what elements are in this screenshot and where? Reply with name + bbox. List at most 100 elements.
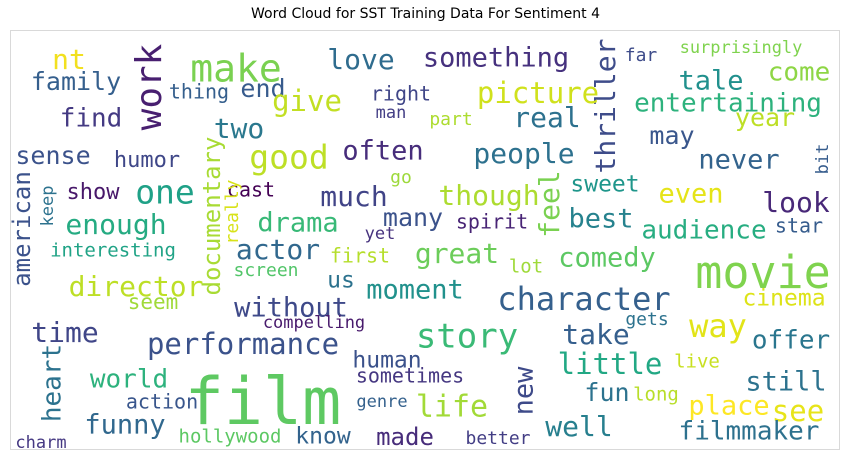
word-real: real xyxy=(513,101,580,134)
word-still: still xyxy=(745,367,826,398)
word-compelling: compelling xyxy=(263,313,365,333)
word-love: love xyxy=(327,43,394,76)
word-without: without xyxy=(234,293,348,324)
word-performance: performance xyxy=(147,327,339,361)
word-us: us xyxy=(327,268,355,294)
word-place: place xyxy=(688,391,769,422)
word-made: made xyxy=(376,423,434,449)
word-part: part xyxy=(429,109,472,130)
word-something: something xyxy=(423,43,569,74)
word-family: family xyxy=(31,67,121,96)
word-even: even xyxy=(658,179,723,210)
word-sweet: sweet xyxy=(570,172,639,198)
word-surprisingly: surprisingly xyxy=(680,38,803,58)
word-long: long xyxy=(633,384,679,406)
word-often: often xyxy=(342,136,423,167)
word-much: much xyxy=(320,180,387,213)
word-sometimes: sometimes xyxy=(356,364,464,388)
word-right: right xyxy=(371,82,431,106)
word-hollywood: hollywood xyxy=(179,426,282,448)
word-humor: humor xyxy=(114,148,180,173)
word-american: american xyxy=(11,171,36,287)
word-cast: cast xyxy=(227,178,275,202)
word-thriller: thriller xyxy=(589,39,622,174)
word-look: look xyxy=(762,186,830,219)
word-thing: thing xyxy=(169,80,229,104)
word-though: though xyxy=(438,179,539,212)
word-story: story xyxy=(416,317,518,357)
chart-title: Word Cloud for SST Training Data For Sen… xyxy=(251,6,600,22)
word-fun: fun xyxy=(584,378,629,407)
word-star: star xyxy=(775,214,823,238)
word-filmmaker: filmmaker xyxy=(679,417,820,447)
word-seem: seem xyxy=(128,290,179,314)
word-documentary: documentary xyxy=(198,137,226,296)
word-keep: keep xyxy=(38,186,58,227)
word-sense: sense xyxy=(15,141,90,170)
word-cloud: nt make love something thriller far surprising… xyxy=(8,38,833,453)
word-entertaining: entertaining xyxy=(634,89,822,119)
word-may: may xyxy=(649,121,694,150)
word-end: end xyxy=(240,74,285,103)
word-bit: bit xyxy=(813,144,833,175)
word-action: action xyxy=(126,390,198,414)
word-show: show xyxy=(67,180,121,205)
word-charm: charm xyxy=(15,433,66,449)
word-lot: lot xyxy=(509,256,543,278)
word-great: great xyxy=(415,237,499,270)
word-yet: yet xyxy=(365,224,396,244)
word-movie: movie xyxy=(695,246,830,299)
word-two: two xyxy=(214,112,265,145)
word-find: find xyxy=(60,104,123,134)
word-actor: actor xyxy=(236,233,320,266)
word-see: see xyxy=(772,394,824,428)
word-comedy: comedy xyxy=(558,243,656,274)
word-interesting: interesting xyxy=(50,240,176,262)
word-human: human xyxy=(352,348,421,374)
word-spirit: spirit xyxy=(456,210,528,234)
word-good: good xyxy=(249,138,328,177)
word-screen: screen xyxy=(233,260,298,281)
word-audience: audience xyxy=(641,216,766,246)
word-know: know xyxy=(295,424,351,450)
word-film: film xyxy=(185,365,342,440)
word-work: work xyxy=(129,43,170,130)
word-new: new xyxy=(509,366,540,416)
word-live: live xyxy=(674,351,720,373)
word-little: little xyxy=(558,347,663,381)
word-one: one xyxy=(135,173,195,212)
word-feel: feel xyxy=(533,170,566,237)
word-nt: nt xyxy=(52,43,86,76)
word-better: better xyxy=(465,428,530,449)
word-moment: moment xyxy=(366,275,464,306)
word-make: make xyxy=(190,47,282,91)
word-cinema: cinema xyxy=(742,286,825,312)
word-man: man xyxy=(376,103,407,123)
word-heart: heart xyxy=(38,344,68,422)
word-well: well xyxy=(545,410,612,443)
word-far: far xyxy=(625,45,658,66)
word-first: first xyxy=(330,244,390,268)
word-character: character xyxy=(497,280,670,318)
word-world: world xyxy=(90,365,168,395)
word-offer: offer xyxy=(752,326,830,356)
word-go: go xyxy=(390,167,412,188)
word-drama: drama xyxy=(257,208,338,239)
word-gets: gets xyxy=(625,309,668,330)
word-way: way xyxy=(689,307,747,345)
word-never: never xyxy=(698,145,779,176)
word-tale: tale xyxy=(678,66,743,97)
word-year: year xyxy=(735,103,795,132)
word-many: many xyxy=(383,203,443,232)
word-director: director xyxy=(69,270,204,303)
word-come: come xyxy=(768,58,831,88)
word-people: people xyxy=(473,137,574,170)
word-genre: genre xyxy=(356,392,407,412)
word-picture: picture xyxy=(477,76,599,110)
word-take: take xyxy=(562,318,629,351)
word-enough: enough xyxy=(65,208,166,241)
word-funny: funny xyxy=(84,410,165,441)
word-give: give xyxy=(272,84,342,118)
word-cloud-canvas: nt make love something thriller far surprising… xyxy=(8,30,840,453)
word-really: really xyxy=(222,179,243,244)
